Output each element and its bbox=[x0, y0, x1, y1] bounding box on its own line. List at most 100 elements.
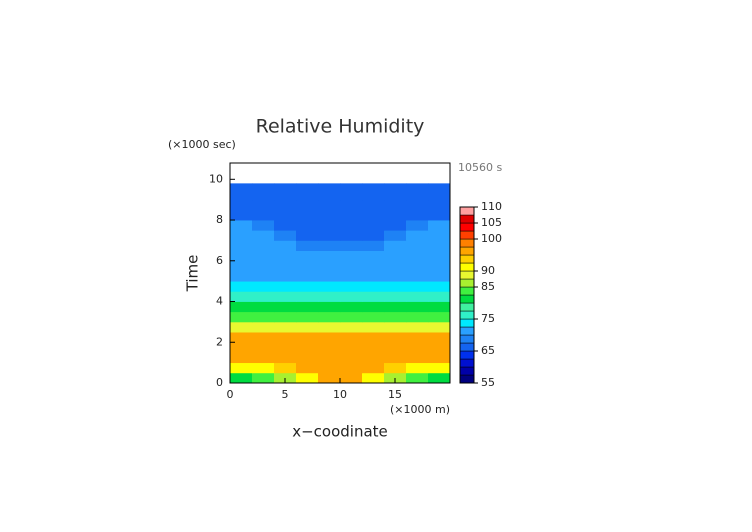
contour-cell bbox=[318, 183, 341, 190]
contour-cell bbox=[274, 250, 297, 262]
contour-cell bbox=[318, 332, 341, 343]
contour-cell bbox=[296, 342, 319, 353]
contour-cell bbox=[252, 321, 275, 333]
colorbar-band bbox=[459, 214, 475, 224]
contour-cell bbox=[296, 311, 319, 323]
contour-cell bbox=[252, 260, 275, 272]
y-tick-label: 10 bbox=[209, 172, 223, 185]
contour-cell bbox=[230, 240, 253, 251]
contour-cell bbox=[274, 362, 297, 374]
contour-cell bbox=[296, 199, 319, 211]
contour-cell bbox=[274, 230, 297, 241]
contour-cell bbox=[230, 362, 253, 374]
contour-cell bbox=[230, 189, 253, 201]
contour-cell bbox=[362, 220, 385, 231]
contour-cell bbox=[230, 209, 253, 221]
colorbar-band bbox=[459, 206, 475, 216]
contour-cell bbox=[406, 281, 429, 292]
contour-cell bbox=[296, 281, 319, 292]
contour-cell bbox=[252, 199, 275, 211]
contour-cell bbox=[296, 250, 319, 262]
colorbar-band bbox=[459, 270, 475, 280]
colorbar-band bbox=[459, 222, 475, 232]
contour-cell bbox=[362, 199, 385, 211]
contour-cell bbox=[340, 199, 363, 211]
contour-cell bbox=[318, 250, 341, 262]
contour-cell bbox=[406, 240, 429, 251]
contour-cell bbox=[362, 240, 385, 251]
contour-cell bbox=[428, 301, 451, 313]
contour-cell bbox=[340, 321, 363, 333]
contour-cell bbox=[406, 362, 429, 374]
contour-cell bbox=[318, 260, 341, 272]
contour-cell bbox=[252, 291, 275, 302]
contour-cell bbox=[384, 291, 407, 302]
contour-cell bbox=[296, 240, 319, 251]
contour-cell bbox=[340, 270, 363, 282]
contour-cell bbox=[384, 311, 407, 323]
contour-cell bbox=[362, 230, 385, 241]
contour-cell bbox=[274, 199, 297, 211]
x-tick-label: 5 bbox=[282, 388, 289, 401]
contour-cell bbox=[384, 352, 407, 364]
contour-cell bbox=[252, 209, 275, 221]
contour-cell bbox=[230, 230, 253, 241]
contour-cell bbox=[318, 199, 341, 211]
contour-cell bbox=[230, 372, 253, 384]
contour-cell bbox=[318, 301, 341, 313]
contour-cell bbox=[384, 220, 407, 231]
contour-cell bbox=[428, 189, 451, 201]
contour-cell bbox=[406, 301, 429, 313]
contour-cell bbox=[296, 260, 319, 272]
contour-cell bbox=[406, 342, 429, 353]
x-tick-label: 15 bbox=[388, 388, 402, 401]
colorbar-band bbox=[459, 374, 475, 384]
contour-cell bbox=[296, 230, 319, 241]
contour-cell bbox=[230, 311, 253, 323]
contour-cell bbox=[406, 209, 429, 221]
contour-cell bbox=[362, 209, 385, 221]
contour-cell bbox=[296, 270, 319, 282]
contour-cell bbox=[230, 260, 253, 272]
contour-cell bbox=[362, 362, 385, 374]
contour-cell bbox=[296, 362, 319, 374]
contour-cell bbox=[252, 220, 275, 231]
y-tick-label: 8 bbox=[216, 213, 223, 226]
colorbar-band bbox=[459, 350, 475, 360]
y-tick-label: 4 bbox=[216, 295, 223, 308]
contour-cell bbox=[230, 220, 253, 231]
contour-cell bbox=[252, 240, 275, 251]
contour-cell bbox=[384, 230, 407, 241]
contour-cell bbox=[384, 270, 407, 282]
contour-cell bbox=[428, 199, 451, 211]
contour-cell bbox=[340, 240, 363, 251]
contour-cell bbox=[362, 281, 385, 292]
colorbar-band bbox=[459, 302, 475, 312]
contour-cell bbox=[340, 209, 363, 221]
contour-cell bbox=[274, 311, 297, 323]
contour-cell bbox=[274, 352, 297, 364]
colorbar-band bbox=[459, 334, 475, 344]
x-tick-label: 10 bbox=[333, 388, 347, 401]
colorbar-tick-label: 55 bbox=[481, 376, 495, 389]
colorbar-tick-label: 90 bbox=[481, 264, 495, 277]
colorbar-band bbox=[459, 366, 475, 376]
contour-cell bbox=[318, 230, 341, 241]
contour-cell bbox=[274, 240, 297, 251]
contour-cell bbox=[362, 352, 385, 364]
contour-cell bbox=[384, 332, 407, 343]
contour-cell bbox=[252, 270, 275, 282]
colorbar-band bbox=[459, 286, 475, 296]
contour-cell bbox=[230, 321, 253, 333]
contour-cell bbox=[428, 270, 451, 282]
contour-cell bbox=[230, 332, 253, 343]
colorbar-tick-label: 105 bbox=[481, 216, 502, 229]
contour-cell bbox=[340, 183, 363, 190]
contour-cell bbox=[384, 250, 407, 262]
contour-cell bbox=[362, 260, 385, 272]
contour-cell bbox=[318, 321, 341, 333]
contour-cell bbox=[428, 250, 451, 262]
colorbar-tick-label: 110 bbox=[481, 200, 502, 213]
